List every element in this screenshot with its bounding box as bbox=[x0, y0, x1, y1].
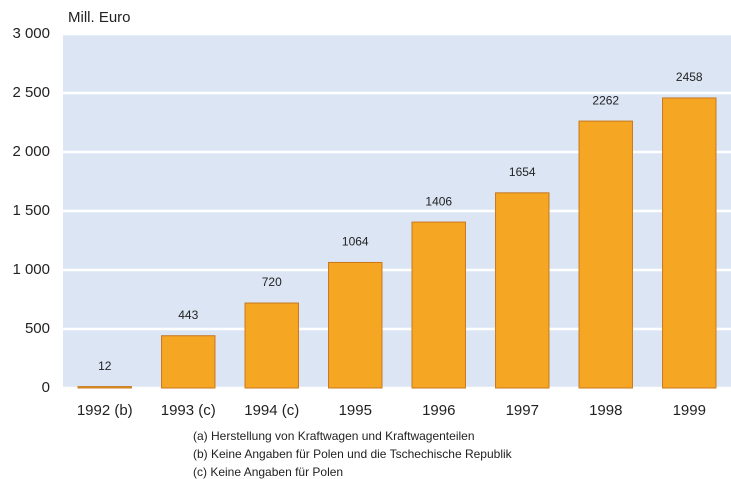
data-label: 1064 bbox=[342, 235, 369, 249]
data-label: 443 bbox=[178, 308, 198, 322]
footnote: (b) Keine Angaben für Polen und die Tsch… bbox=[193, 447, 513, 461]
footnote: (c) Keine Angaben für Polen bbox=[193, 465, 343, 479]
x-tick-label: 1995 bbox=[339, 402, 372, 419]
bar bbox=[328, 261, 383, 389]
y-tick-label: 2 500 bbox=[12, 84, 50, 101]
bar bbox=[662, 97, 717, 389]
x-tick-label: 1993 (c) bbox=[161, 402, 216, 419]
x-tick-label: 1996 bbox=[422, 402, 455, 419]
x-tick-label: 1992 (b) bbox=[77, 402, 133, 419]
bar bbox=[411, 221, 466, 389]
y-tick-label: 3 000 bbox=[12, 25, 50, 42]
data-label: 2262 bbox=[592, 93, 619, 107]
data-label: 12 bbox=[98, 359, 112, 373]
bar bbox=[77, 386, 132, 389]
footnote: (a) Herstellung von Kraftwagen und Kraft… bbox=[193, 429, 475, 443]
bar bbox=[495, 192, 550, 389]
data-label: 720 bbox=[262, 275, 282, 289]
y-tick-label: 500 bbox=[25, 320, 50, 337]
bar bbox=[244, 302, 299, 389]
bar bbox=[578, 120, 633, 389]
y-tick-label: 1 500 bbox=[12, 202, 50, 219]
y-axis-label: Mill. Euro bbox=[68, 9, 131, 26]
data-label: 1406 bbox=[425, 194, 452, 208]
x-tick-label: 1997 bbox=[506, 402, 539, 419]
y-tick-label: 0 bbox=[42, 379, 50, 396]
data-label: 2458 bbox=[676, 70, 703, 84]
x-tick-label: 1999 bbox=[673, 402, 706, 419]
x-tick-label: 1994 (c) bbox=[244, 402, 299, 419]
data-label: 1654 bbox=[509, 165, 536, 179]
bar bbox=[161, 335, 216, 389]
y-tick-label: 2 000 bbox=[12, 143, 50, 160]
y-tick-label: 1 000 bbox=[12, 261, 50, 278]
x-tick-label: 1998 bbox=[589, 402, 622, 419]
